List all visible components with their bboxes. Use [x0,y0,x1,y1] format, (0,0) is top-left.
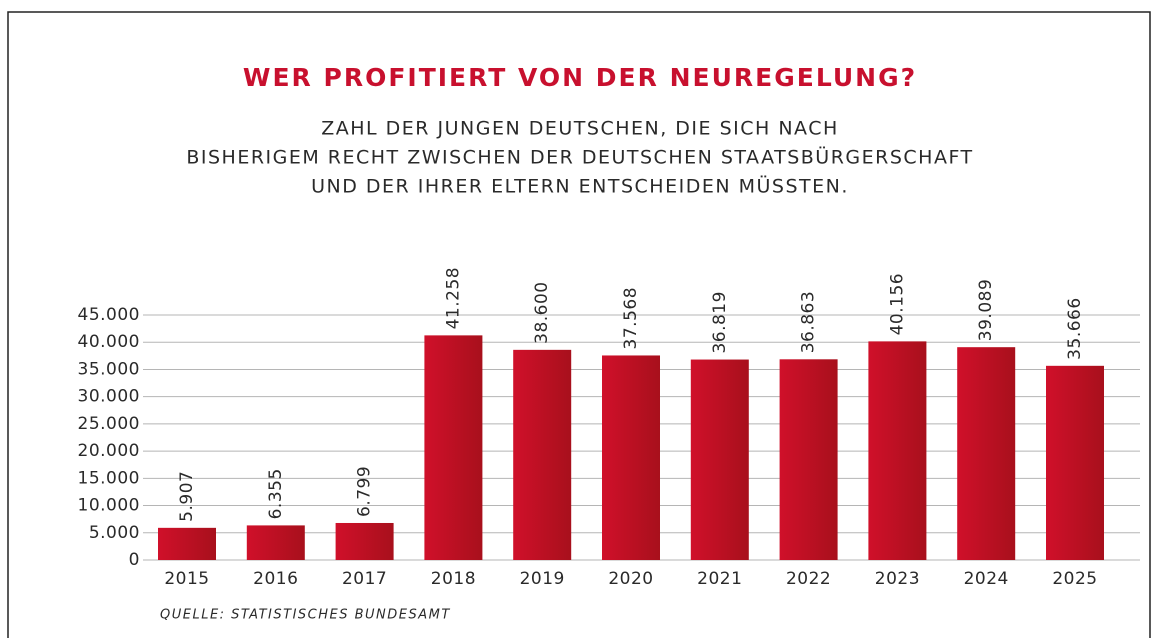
frame [7,11,1151,638]
source: QUELLE: STATISTISCHES BUNDESAMT [160,608,451,623]
x-tick-label: 2017 [342,569,387,589]
x-tick-label: 2024 [964,569,1009,589]
y-tick-label: 40.000 [78,332,140,352]
x-tick-label: 2018 [431,569,476,589]
x-tick-label: 2021 [697,569,742,589]
value-label: 37.568 [621,287,641,349]
subtitle: ZAHL DER JUNGEN DEUTSCHEN, DIE SICH NACH [321,118,839,140]
value-label: 36.819 [710,291,730,353]
bar [513,349,572,560]
x-tick-label: 2025 [1052,569,1097,589]
bar [335,522,394,560]
bar [779,359,838,560]
x-tick-label: 2015 [164,569,209,589]
bar [1046,365,1104,560]
value-label: 39.089 [976,279,996,341]
value-label: 35.666 [1065,297,1085,359]
value-label: 38.600 [532,281,552,343]
bar [602,355,660,560]
y-tick-label: 5.000 [89,523,140,543]
y-tick-label: 35.000 [78,359,140,379]
y-tick-label: 25.000 [78,414,140,434]
bar [424,335,483,560]
value-label: 36.863 [799,291,819,353]
value-label: 41.258 [443,267,463,329]
bar [957,347,1016,560]
subtitle: UND DER IHRER ELTERN ENTSCHEIDEN MÜSSTEN… [311,175,849,198]
value-label: 40.156 [887,273,907,335]
bar [690,359,749,560]
bar [868,341,927,560]
y-tick-label: 10.000 [78,496,140,516]
x-tick-label: 2019 [520,569,565,589]
chart-title: WER PROFITIERT VON DER NEUREGELUNG? [243,63,917,92]
subtitle: BISHERIGEM RECHT ZWISCHEN DER DEUTSCHEN … [186,146,973,169]
value-label: 6.799 [355,466,375,517]
y-tick-label: 30.000 [78,387,140,407]
y-tick-label: 45.000 [78,305,140,325]
y-tick-label: 20.000 [78,441,140,461]
value-label: 6.355 [266,468,286,519]
value-label: 5.907 [177,471,197,522]
bar [246,525,305,560]
x-tick-label: 2023 [875,569,920,589]
x-tick-label: 2020 [608,569,653,589]
y-tick-label: 15.000 [78,468,140,488]
x-tick-label: 2022 [786,569,831,589]
bar [158,527,216,560]
y-tick-label: 0 [129,550,140,570]
x-tick-label: 2016 [253,569,298,589]
